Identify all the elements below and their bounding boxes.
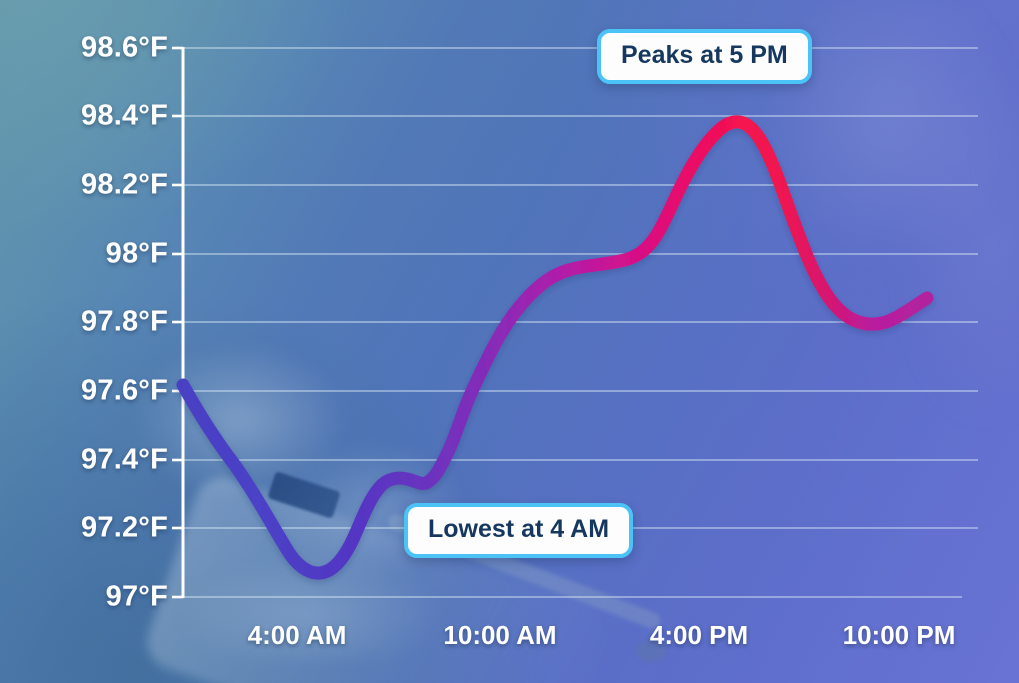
x-tick-label: 4:00 AM	[247, 620, 347, 650]
x-tick-label: 10:00 PM	[842, 620, 956, 650]
annotation-peak: Peaks at 5 PM	[597, 29, 812, 84]
y-tick-label: 97.4°F	[81, 443, 168, 476]
y-tick-label: 97°F	[105, 580, 168, 613]
x-tick-label: 4:00 PM	[649, 620, 749, 650]
y-tick-label: 98.6°F	[81, 31, 168, 64]
background-thermometer-tip	[636, 640, 666, 662]
annotation-low: Lowest at 4 AM	[404, 503, 634, 558]
x-tick-label: 10:00 AM	[443, 620, 557, 650]
y-axis-ticks	[172, 46, 183, 599]
y-tick-label: 97.6°F	[81, 374, 168, 407]
y-tick-label: 98.2°F	[81, 168, 168, 201]
y-tick-label: 97.2°F	[81, 511, 168, 544]
y-tick-label: 97.8°F	[81, 305, 168, 338]
y-tick-label: 98.4°F	[81, 99, 168, 132]
y-tick-label: 98°F	[105, 237, 168, 270]
temperature-line	[176, 115, 934, 580]
